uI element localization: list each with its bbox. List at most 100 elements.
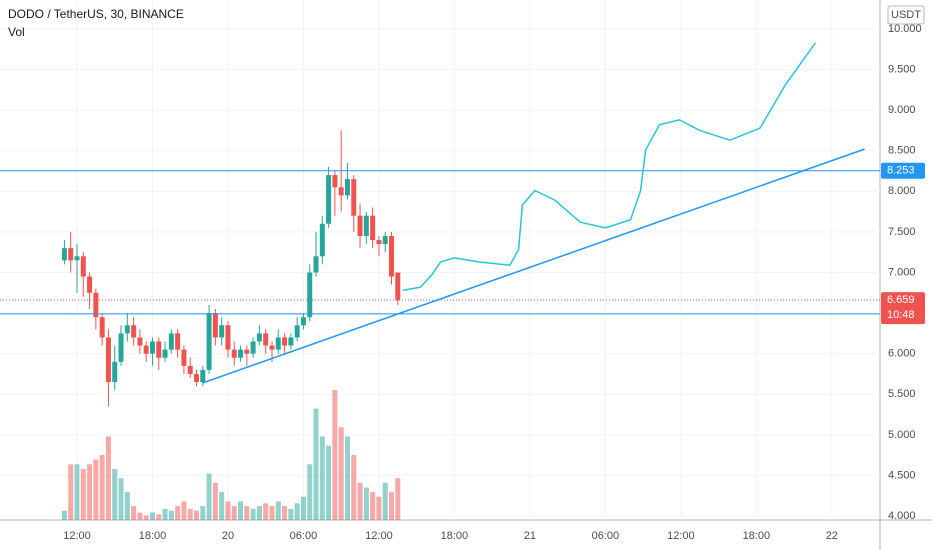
candle-body	[212, 313, 218, 338]
candle-body	[124, 325, 130, 334]
candle-body	[143, 345, 149, 354]
volume-bar	[275, 501, 281, 520]
candle-body	[269, 345, 275, 350]
x-tick-label: 21	[524, 530, 536, 542]
candle-body	[238, 349, 244, 358]
y-tick-label: 8.500	[888, 145, 916, 157]
y-tick-label: 10.000	[888, 23, 922, 35]
candle-body	[351, 179, 357, 216]
candle-body	[175, 333, 181, 350]
volume-bar	[256, 506, 262, 520]
candle-body	[256, 333, 262, 342]
volume-bar	[156, 514, 162, 520]
volume-bar	[162, 508, 168, 520]
volume-bar	[263, 503, 269, 520]
volume-bar	[307, 464, 313, 520]
y-tick-label: 4.000	[888, 510, 916, 522]
volume-bar	[206, 473, 212, 520]
candle-body	[137, 337, 143, 346]
x-tick-label: 22	[826, 530, 838, 542]
volume-bar	[294, 503, 300, 520]
y-tick-label: 7.000	[888, 266, 916, 278]
candle-body	[231, 349, 237, 358]
currency-box[interactable]	[887, 5, 925, 25]
volume-bar	[357, 482, 363, 520]
volume-bar	[149, 512, 155, 520]
y-tick-label: 9.500	[888, 63, 916, 75]
x-tick-label: 12:00	[667, 530, 695, 542]
y-tick-label: 7.500	[888, 226, 916, 238]
candle-body	[194, 373, 200, 383]
volume-bar	[68, 464, 74, 520]
volume-bar	[282, 506, 288, 520]
volume-bar	[74, 464, 80, 520]
y-tick-label: 5.500	[888, 388, 916, 400]
candle-body	[319, 223, 325, 257]
candle-body	[376, 240, 382, 245]
candle-body	[344, 179, 350, 196]
candle-body	[131, 325, 137, 338]
volume-bar	[238, 501, 244, 520]
volume-bar	[143, 515, 149, 520]
x-tick-label: 06:00	[290, 530, 318, 542]
candle-body	[370, 215, 376, 241]
candle-body	[68, 248, 74, 261]
candle-body	[282, 337, 288, 346]
volume-bar	[389, 492, 395, 520]
candle-body	[389, 235, 395, 277]
candle-body	[326, 175, 332, 224]
volume-bar	[326, 445, 332, 520]
candle-body	[168, 333, 174, 350]
volume-bar	[382, 482, 388, 520]
candle-body	[112, 361, 118, 383]
y-tick-label: 9.000	[888, 104, 916, 116]
chart-title: DODO / TetherUS, 30, BINANCE	[8, 7, 184, 21]
candle-body	[294, 325, 300, 338]
volume-bar	[124, 492, 130, 520]
volume-bar	[200, 506, 206, 520]
volume-bar	[168, 510, 174, 520]
currency[interactable]: USDT	[891, 9, 921, 21]
volume-bar	[212, 482, 218, 520]
candle-body	[363, 215, 369, 236]
y-tick-label: 4.500	[888, 469, 916, 481]
candle-body	[244, 349, 250, 354]
candle-body	[87, 276, 93, 293]
volume-bar	[105, 436, 111, 520]
candle-body	[395, 272, 401, 301]
candle-body	[74, 256, 80, 261]
level-label: 8.253	[887, 165, 915, 177]
volume-bar	[332, 390, 338, 520]
candle-body	[93, 292, 99, 318]
candle-body	[300, 317, 306, 326]
candle-body	[275, 337, 281, 350]
candle-body	[263, 333, 269, 346]
candle-body	[105, 337, 111, 383]
volume-bar	[313, 408, 319, 520]
volume-bar	[370, 492, 376, 520]
volume-bar	[80, 468, 86, 520]
last-price-label: 6.659	[887, 294, 915, 306]
candle-body	[382, 235, 388, 245]
candle-body	[99, 317, 105, 338]
x-tick-label: 12:00	[63, 530, 91, 542]
y-tick-label: 8.000	[888, 185, 916, 197]
volume-bar	[319, 436, 325, 520]
volume-bar	[363, 487, 369, 520]
volume-bar	[118, 478, 124, 520]
volume-bar	[250, 508, 256, 520]
candle-body	[206, 313, 212, 370]
last-price-tag	[881, 292, 925, 325]
x-tick-label: 18:00	[441, 530, 469, 542]
volume-bar	[344, 436, 350, 520]
candle-body	[219, 325, 225, 338]
candle-body	[187, 365, 193, 374]
candle-body	[307, 272, 313, 318]
volume-bar	[288, 508, 294, 520]
volume-bar	[93, 459, 99, 520]
candle-body	[156, 341, 162, 358]
candle-body	[338, 187, 344, 196]
volume-bar	[219, 492, 225, 520]
trendline	[202, 148, 865, 384]
